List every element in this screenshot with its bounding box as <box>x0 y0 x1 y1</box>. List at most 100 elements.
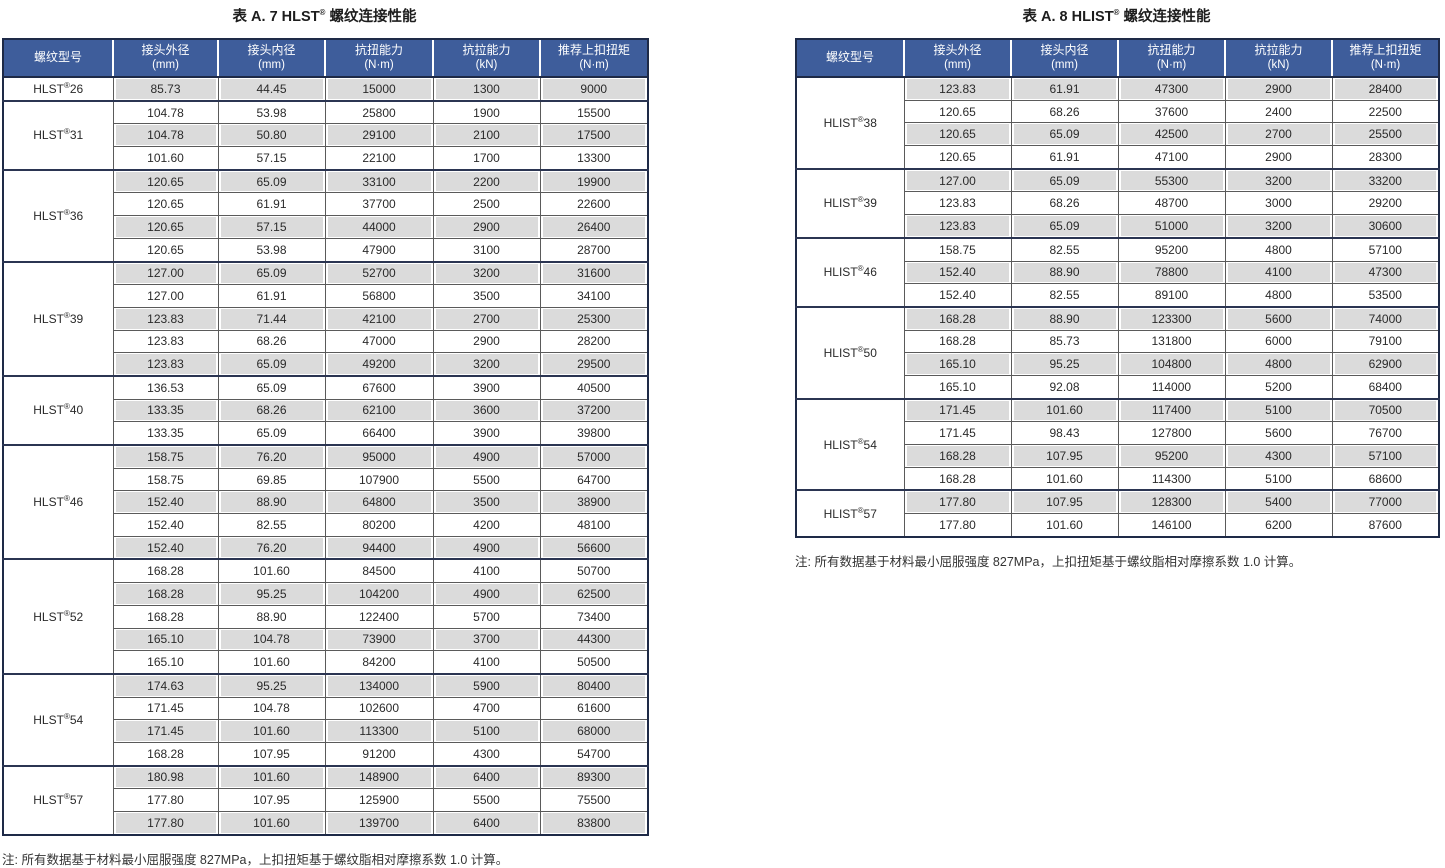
value-cell: 2900 <box>432 215 541 239</box>
value-cell: 5500 <box>432 788 541 812</box>
value-cell: 48700 <box>1117 191 1226 216</box>
registered-mark: ® <box>857 114 864 124</box>
value-cell: 47100 <box>1117 145 1226 170</box>
value-cell: 165.10 <box>903 352 1012 376</box>
model-cell: HLST®52 <box>2 558 114 675</box>
column-header: 接头内径 (mm) <box>217 38 325 78</box>
value-cell: 68600 <box>1331 466 1440 491</box>
registered-mark: ® <box>63 792 70 802</box>
value-cell: 61.91 <box>217 192 326 217</box>
value-cell: 3200 <box>1224 167 1333 193</box>
value-cell: 4200 <box>432 513 541 537</box>
value-cell: 2400 <box>1224 99 1333 124</box>
value-cell: 19900 <box>539 168 649 194</box>
value-cell: 6200 <box>1224 513 1333 538</box>
value-cell: 15500 <box>539 99 649 125</box>
registered-mark: ® <box>63 608 70 618</box>
value-cell: 84200 <box>324 650 434 675</box>
value-cell: 1300 <box>432 76 541 102</box>
value-cell: 168.28 <box>903 444 1012 468</box>
registered-mark: ® <box>63 711 70 721</box>
table-row: 168.28 85.73 131800 6000 79100 <box>796 329 1440 354</box>
column-header: 接头外径 (mm) <box>112 38 218 78</box>
value-cell: 42100 <box>324 306 434 331</box>
registered-mark: ® <box>63 310 70 320</box>
table-note: 注: 所有数据基于材料最小屈服强度 827MPa，上扣扭矩基于螺纹脂相对摩擦系数… <box>2 852 509 867</box>
value-cell: 82.55 <box>217 513 326 537</box>
value-cell: 52700 <box>324 260 434 286</box>
value-cell: 139700 <box>324 810 434 836</box>
model-cell: HLIST®50 <box>795 305 905 400</box>
value-cell: 44.45 <box>217 76 326 102</box>
model-cell: HLIST®38 <box>795 76 905 170</box>
value-cell: 104.78 <box>112 99 219 125</box>
value-cell: 152.40 <box>112 535 219 560</box>
value-cell: 1700 <box>432 146 541 171</box>
value-cell: 80200 <box>324 513 434 537</box>
value-cell: 70500 <box>1331 397 1440 423</box>
registered-mark: ® <box>857 195 864 205</box>
value-cell: 40500 <box>539 374 649 400</box>
column-header: 螺纹型号 <box>3 38 113 78</box>
model-cell: HLST®40 <box>2 374 114 446</box>
registered-mark: ® <box>63 494 70 504</box>
model-cell: HLIST®57 <box>795 489 905 538</box>
value-cell: 101.60 <box>1010 513 1119 538</box>
value-cell: 104200 <box>324 582 434 606</box>
value-cell: 171.45 <box>903 397 1012 423</box>
value-cell: 30600 <box>1331 214 1440 239</box>
value-cell: 65.09 <box>217 168 326 194</box>
table-row: 120.65 61.91 47100 2900 28300 <box>796 145 1440 170</box>
value-cell: 13300 <box>539 146 649 171</box>
value-cell: 64800 <box>324 490 434 515</box>
value-cell: 2700 <box>432 306 541 331</box>
value-cell: 6400 <box>432 810 541 836</box>
value-cell: 44000 <box>324 215 434 239</box>
table-row: HLIST®50 168.28 88.90 123300 5600 74000 <box>795 305 1440 400</box>
value-cell: 4100 <box>1224 260 1333 285</box>
value-cell: 50.80 <box>217 123 326 148</box>
value-cell: 44300 <box>539 627 649 652</box>
value-cell: 3700 <box>432 627 541 652</box>
value-cell: 158.75 <box>112 443 219 469</box>
value-cell: 31600 <box>539 260 649 286</box>
table-row: 123.83 65.09 49200 3200 29500 <box>3 352 649 377</box>
value-cell: 107.95 <box>1010 444 1119 468</box>
table-note: 注: 所有数据基于材料最小屈服强度 827MPa，上扣扭矩基于螺纹脂相对摩擦系数… <box>795 554 1302 569</box>
table-row: HLIST®38 123.83 61.91 47300 2900 28400 <box>795 75 1440 170</box>
value-cell: 5600 <box>1224 305 1333 331</box>
value-cell: 127.00 <box>903 167 1012 193</box>
registered-mark: ® <box>857 436 864 446</box>
value-cell: 120.65 <box>112 237 219 263</box>
registered-mark: ® <box>63 80 70 90</box>
table-row: 177.80 101.60 139700 6400 83800 <box>3 810 649 836</box>
value-cell: 98.43 <box>1010 421 1119 445</box>
value-cell: 168.28 <box>903 466 1012 491</box>
column-header: 接头内径 (mm) <box>1010 38 1118 78</box>
value-cell: 123.83 <box>112 352 219 377</box>
value-cell: 34100 <box>539 284 649 308</box>
table-row: 152.40 88.90 64800 3500 38900 <box>3 490 649 515</box>
model-cell: HLST®54 <box>2 672 114 767</box>
value-cell: 5100 <box>1224 397 1333 423</box>
value-cell: 38900 <box>539 490 649 515</box>
value-cell: 2500 <box>432 192 541 217</box>
value-cell: 4800 <box>1224 283 1333 308</box>
value-cell: 77000 <box>1331 489 1440 515</box>
value-cell: 51000 <box>1117 214 1226 239</box>
value-cell: 165.10 <box>112 650 219 675</box>
value-cell: 26400 <box>539 215 649 239</box>
value-cell: 168.28 <box>903 329 1012 354</box>
table-row: 152.40 82.55 89100 4800 53500 <box>796 283 1440 308</box>
value-cell: 61600 <box>539 696 649 721</box>
table-header: 螺纹型号 接头外径 (mm) 接头内径 (mm) 抗扭能力 (N·m) 抗拉能力 (kN) 推荐上… <box>3 38 648 78</box>
value-cell: 133.35 <box>112 398 219 423</box>
model-cell: HLST®26 <box>2 76 114 102</box>
value-cell: 152.40 <box>903 283 1012 308</box>
value-cell: 136.53 <box>112 374 219 400</box>
table-row: 123.83 68.26 47000 2900 28200 <box>3 329 649 354</box>
value-cell: 2900 <box>1224 145 1333 170</box>
value-cell: 4300 <box>432 741 541 767</box>
value-cell: 88.90 <box>1010 305 1119 331</box>
value-cell: 57100 <box>1331 236 1440 262</box>
